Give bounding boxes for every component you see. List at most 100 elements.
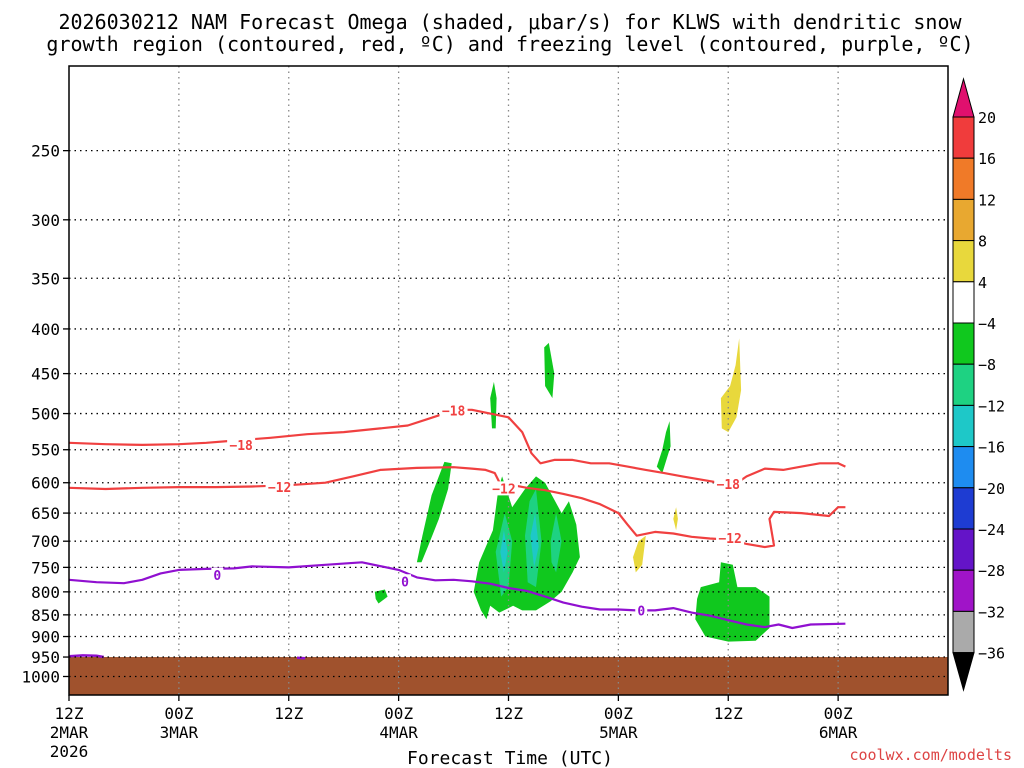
dgz-contour	[68, 466, 846, 549]
colorbar-tick-label: 8	[978, 233, 987, 251]
dgz-contour-label-bg	[265, 480, 294, 495]
freezing-level-contour-label: 0	[637, 604, 645, 619]
dgz-contour-label-bg	[489, 481, 518, 496]
colorbar-tick-label: −28	[978, 562, 1005, 580]
y-tick-label: 400	[31, 320, 60, 339]
colorbar-tick-label: −32	[978, 603, 1005, 621]
omega-region	[673, 507, 678, 531]
colorbar-swatch	[952, 446, 975, 489]
freezing-level-contour-label: 0	[401, 575, 409, 590]
x-tick-label: 4MAR	[379, 723, 418, 742]
y-tick-label: 600	[31, 474, 60, 493]
colorbar-tick-label: −24	[978, 521, 1005, 539]
colorbar-tick-label: 20	[978, 109, 996, 127]
colorbar-tick-label: −20	[978, 480, 1005, 498]
x-tick-label: 12Z	[494, 704, 523, 723]
freezing-level-contour-label-bg	[635, 603, 648, 618]
plot-area: −18 −18 −18 −12 −12 −12 0 0 0	[68, 65, 949, 696]
omega-region	[374, 589, 388, 604]
dgz-contour-label: −12	[718, 532, 741, 547]
freezing-level-contour	[68, 561, 846, 630]
y-tick-label: 450	[31, 365, 60, 384]
y-tick-label: 700	[31, 532, 60, 551]
omega-region	[695, 562, 770, 642]
x-tick-label: 12Z	[55, 704, 84, 723]
ground-fill	[69, 657, 948, 695]
colorbar-tick-label: 16	[978, 150, 996, 168]
colorbar-swatch	[952, 528, 975, 571]
colorbar-tick-label: −36	[978, 645, 1005, 663]
dgz-contour-label-bg	[227, 437, 256, 452]
colorbar-tick-label: −4	[978, 315, 996, 333]
x-tick-label: 2026	[50, 742, 89, 761]
y-tick-label: 900	[31, 628, 60, 647]
y-tick-label: 850	[31, 606, 60, 625]
freezing-level-contour-label-bg	[399, 574, 412, 589]
dgz-contour-label: −18	[229, 439, 253, 454]
chart-title-line1: 2026030212 NAM Forecast Omega (shaded, μ…	[58, 10, 962, 34]
y-tick-label: 300	[31, 211, 60, 230]
colorbar-swatch	[952, 569, 975, 612]
colorbar-swatch	[952, 281, 975, 324]
x-tick-label: 12Z	[714, 704, 743, 723]
y-tick-label: 350	[31, 269, 60, 288]
colorbar-swatch	[952, 652, 975, 692]
colorbar: 20 16 12 8 4 −4 −8 −12 −16 −20 −24 −28 −32 −36	[952, 77, 1005, 692]
omega-region	[550, 513, 562, 573]
omega-region	[656, 421, 671, 474]
dgz-contour-label-bg	[716, 530, 745, 545]
colorbar-swatch	[952, 198, 975, 242]
y-tick-label: 650	[31, 504, 60, 523]
x-tick-label: 12Z	[274, 704, 303, 723]
dgz-contour-label: −18	[442, 405, 466, 420]
colorbar-swatch	[952, 322, 975, 365]
colorbar-swatch	[952, 404, 975, 448]
omega-region	[633, 535, 646, 573]
x-tick-label: 6MAR	[819, 723, 858, 742]
omega-region	[720, 338, 742, 433]
credit-link[interactable]: coolwx.com/modelts	[849, 746, 1012, 764]
colorbar-tick-label: −8	[978, 356, 996, 374]
colorbar-tick-label: 12	[978, 191, 996, 209]
colorbar-tick-label: −16	[978, 439, 1005, 457]
colorbar-swatch	[952, 116, 975, 159]
dgz-contour-label-bg	[439, 403, 468, 418]
colorbar-swatch	[952, 363, 975, 406]
x-tick-label: 00Z	[604, 704, 633, 723]
x-tick-label: 5MAR	[599, 723, 638, 742]
freezing-level-contour-label-bg	[211, 567, 224, 582]
y-tick-label: 1000	[21, 667, 60, 686]
x-tick-label: 2MAR	[50, 723, 89, 742]
colorbar-swatch	[952, 157, 975, 200]
colorbar-swatch	[952, 487, 975, 530]
y-tick-label: 250	[31, 142, 60, 161]
dgz-contour	[68, 408, 846, 484]
y-axis-ticks: 250 300 350 400 450 500 550 600 650 700 750 800 850 9…	[21, 142, 69, 686]
colorbar-swatch	[952, 77, 975, 118]
x-axis-label: Forecast Time (UTC)	[407, 748, 613, 768]
dgz-contour-label: −12	[492, 482, 515, 497]
omega-region	[544, 342, 555, 399]
dgz-contour-label: −18	[717, 478, 741, 493]
dgz-contour-label-bg	[714, 476, 743, 491]
x-tick-label: 00Z	[164, 704, 193, 723]
x-tick-label: 00Z	[384, 704, 413, 723]
colorbar-tick-label: −12	[978, 397, 1005, 415]
dgz-contour-label: −12	[268, 481, 291, 496]
omega-region	[500, 530, 508, 573]
colorbar-swatch	[952, 240, 975, 283]
omega-region	[416, 461, 452, 563]
omega-region	[530, 513, 539, 568]
freezing-level-contour-label: 0	[213, 569, 221, 584]
x-tick-label: 00Z	[824, 704, 853, 723]
y-tick-label: 950	[31, 648, 60, 667]
y-tick-label: 550	[31, 441, 60, 460]
colorbar-swatch	[952, 610, 975, 654]
y-tick-label: 800	[31, 583, 60, 602]
colorbar-tick-label: 4	[978, 274, 987, 292]
chart-title-line2: growth region (contoured, red, ºC) and f…	[46, 32, 973, 56]
y-tick-label: 500	[31, 405, 60, 424]
omega-region	[490, 381, 497, 429]
